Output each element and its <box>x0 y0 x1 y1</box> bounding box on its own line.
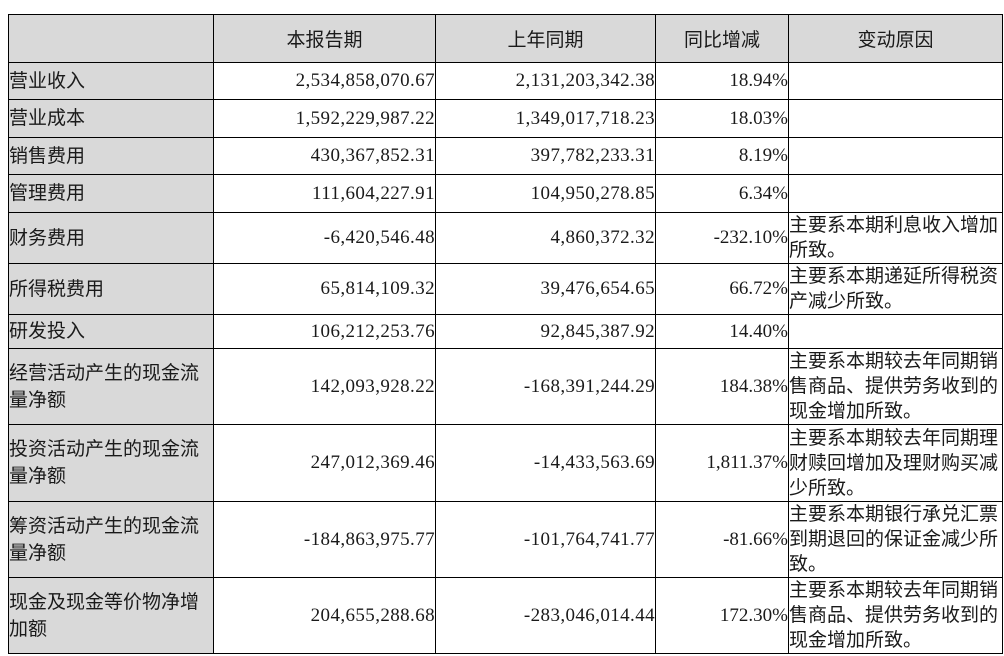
current-period-cell: 111,604,227.91 <box>213 174 436 213</box>
current-period-cell: -6,420,546.48 <box>213 212 436 264</box>
prior-period-cell: 397,782,233.31 <box>435 137 656 175</box>
table-row: 经营活动产生的现金流量净额 142,093,928.22 -168,391,24… <box>8 348 1003 425</box>
row-label-cell: 营业成本 <box>8 99 214 138</box>
change-percent-cell: 6.34% <box>655 174 789 213</box>
prior-period-cell: 104,950,278.85 <box>435 174 656 213</box>
row-label-cell: 研发投入 <box>8 314 214 349</box>
header-row: 本报告期 上年同期 同比增减 变动原因 <box>8 14 1003 63</box>
current-period-cell: -184,863,975.77 <box>213 501 436 578</box>
change-percent-cell: 8.19% <box>655 137 789 175</box>
col-header-change-reason: 变动原因 <box>788 14 1003 63</box>
table-row: 投资活动产生的现金流量净额 247,012,369.46 -14,433,563… <box>8 424 1003 502</box>
table-row: 筹资活动产生的现金流量净额 -184,863,975.77 -101,764,7… <box>8 501 1003 578</box>
current-period-cell: 1,592,229,987.22 <box>213 99 436 138</box>
change-percent-cell: 14.40% <box>655 314 789 349</box>
prior-period-cell: -168,391,244.29 <box>435 348 656 425</box>
prior-period-cell: 92,845,387.92 <box>435 314 656 349</box>
row-label-cell: 投资活动产生的现金流量净额 <box>8 424 214 502</box>
current-period-cell: 65,814,109.32 <box>213 263 436 315</box>
table-row: 营业成本 1,592,229,987.22 1,349,017,718.23 1… <box>8 99 1003 138</box>
prior-period-cell: 4,860,372.32 <box>435 212 656 264</box>
current-period-cell: 106,212,253.76 <box>213 314 436 349</box>
row-label-cell: 管理费用 <box>8 174 214 213</box>
table-row: 管理费用 111,604,227.91 104,950,278.85 6.34% <box>8 174 1003 213</box>
col-header-empty <box>8 14 214 63</box>
reason-cell <box>788 99 1003 138</box>
reason-cell <box>788 314 1003 349</box>
table-row: 研发投入 106,212,253.76 92,845,387.92 14.40% <box>8 314 1003 349</box>
reason-cell: 主要系本期利息收入增加所致。 <box>788 212 1003 264</box>
prior-period-cell: -14,433,563.69 <box>435 424 656 502</box>
reason-cell <box>788 174 1003 213</box>
change-percent-cell: 66.72% <box>655 263 789 315</box>
row-label-cell: 财务费用 <box>8 212 214 264</box>
table-row: 现金及现金等价物净增加额 204,655,288.68 -283,046,014… <box>8 577 1003 654</box>
financial-summary-table: 本报告期 上年同期 同比增减 变动原因 营业收入 2,534,858,070.6… <box>8 14 1003 654</box>
row-label-cell: 营业收入 <box>8 62 214 100</box>
reason-cell: 主要系本期较去年同期销售商品、提供劳务收到的现金增加所致。 <box>788 577 1003 654</box>
col-header-prior-period: 上年同期 <box>435 14 656 63</box>
change-percent-cell: 18.03% <box>655 99 789 138</box>
row-label-cell: 现金及现金等价物净增加额 <box>8 577 214 654</box>
reason-cell <box>788 137 1003 175</box>
reason-cell: 主要系本期较去年同期理财赎回增加及理财购买减少所致。 <box>788 424 1003 502</box>
row-label-cell: 销售费用 <box>8 137 214 175</box>
reason-cell: 主要系本期较去年同期销售商品、提供劳务收到的现金增加所致。 <box>788 348 1003 425</box>
row-label-cell: 经营活动产生的现金流量净额 <box>8 348 214 425</box>
table-row: 所得税费用 65,814,109.32 39,476,654.65 66.72%… <box>8 263 1003 315</box>
row-label-cell: 筹资活动产生的现金流量净额 <box>8 501 214 578</box>
change-percent-cell: -81.66% <box>655 501 789 578</box>
change-percent-cell: 1,811.37% <box>655 424 789 502</box>
current-period-cell: 204,655,288.68 <box>213 577 436 654</box>
prior-period-cell: -283,046,014.44 <box>435 577 656 654</box>
current-period-cell: 247,012,369.46 <box>213 424 436 502</box>
prior-period-cell: -101,764,741.77 <box>435 501 656 578</box>
prior-period-cell: 2,131,203,342.38 <box>435 62 656 100</box>
col-header-current-period: 本报告期 <box>213 14 436 63</box>
table-row: 营业收入 2,534,858,070.67 2,131,203,342.38 1… <box>8 62 1003 100</box>
prior-period-cell: 39,476,654.65 <box>435 263 656 315</box>
col-header-yoy-change: 同比增减 <box>655 14 789 63</box>
change-percent-cell: 18.94% <box>655 62 789 100</box>
change-percent-cell: -232.10% <box>655 212 789 264</box>
current-period-cell: 142,093,928.22 <box>213 348 436 425</box>
change-percent-cell: 184.38% <box>655 348 789 425</box>
reason-cell: 主要系本期递延所得税资产减少所致。 <box>788 263 1003 315</box>
table-row: 销售费用 430,367,852.31 397,782,233.31 8.19% <box>8 137 1003 175</box>
change-percent-cell: 172.30% <box>655 577 789 654</box>
current-period-cell: 430,367,852.31 <box>213 137 436 175</box>
table-row: 财务费用 -6,420,546.48 4,860,372.32 -232.10%… <box>8 212 1003 264</box>
row-label-cell: 所得税费用 <box>8 263 214 315</box>
current-period-cell: 2,534,858,070.67 <box>213 62 436 100</box>
reason-cell: 主要系本期银行承兑汇票到期退回的保证金减少所致。 <box>788 501 1003 578</box>
reason-cell <box>788 62 1003 100</box>
prior-period-cell: 1,349,017,718.23 <box>435 99 656 138</box>
